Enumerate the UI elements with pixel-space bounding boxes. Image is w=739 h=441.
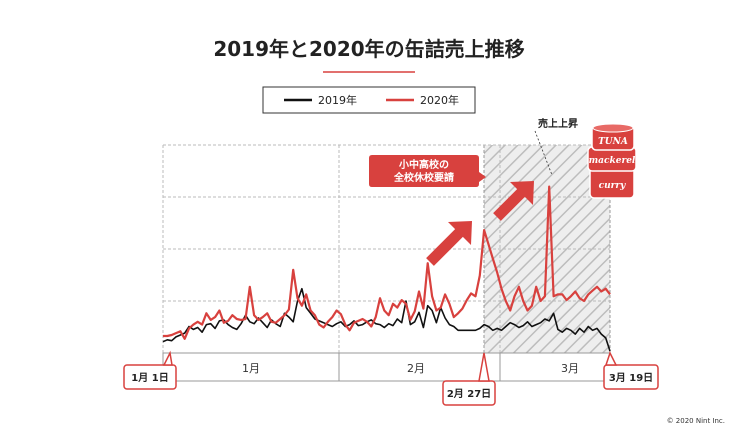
gridlines bbox=[162, 144, 610, 353]
upward-arrow-2 bbox=[493, 181, 534, 221]
start-date-pointer bbox=[162, 350, 173, 366]
end-date-marker: 3月 19日 bbox=[603, 351, 659, 390]
callout-line-2: 全校休校要請 bbox=[393, 171, 454, 184]
highlight-date-box bbox=[442, 380, 496, 406]
arrow-shaft bbox=[493, 188, 526, 221]
can-curry-label: curry bbox=[599, 181, 627, 191]
series-line-2019 bbox=[162, 287, 611, 352]
upward-arrow-1 bbox=[426, 221, 472, 266]
can-mackerel-label: mackerel bbox=[589, 156, 636, 166]
highlight-date-label: 2月 27日 bbox=[447, 388, 491, 400]
month-label-mar: 3月 bbox=[561, 362, 579, 375]
annotation-sales-up: 売上上昇 bbox=[538, 117, 578, 130]
can-tuna-label: TUNA bbox=[598, 137, 628, 147]
callout-box bbox=[369, 155, 486, 187]
start-date-box bbox=[123, 364, 177, 390]
legend-label-2020: 2020年 bbox=[420, 93, 459, 107]
start-date-marker: 1月 1日 bbox=[123, 350, 177, 390]
arrow-head bbox=[448, 221, 472, 245]
copyright: © 2020 Nint Inc. bbox=[667, 417, 725, 425]
month-label-jan: 1月 bbox=[242, 362, 260, 375]
end-date-label: 3月 19日 bbox=[609, 372, 653, 384]
month-label-feb: 2月 bbox=[407, 362, 425, 375]
highlight-date-marker: 2月 27日 bbox=[442, 352, 496, 406]
arrow-shaft bbox=[426, 228, 464, 266]
chart-title: 2019年と2020年の缶詰売上推移 bbox=[213, 37, 524, 61]
can-lid bbox=[592, 123, 634, 133]
series-line-2020 bbox=[163, 185, 611, 340]
start-date-label: 1月 1日 bbox=[131, 372, 168, 384]
legend: 2019年 2020年 bbox=[262, 86, 476, 114]
end-date-box bbox=[603, 364, 659, 390]
callout-line-1: 小中高校の bbox=[398, 158, 449, 171]
legend-label-2019: 2019年 bbox=[318, 93, 357, 107]
callout-school-closure: 小中高校の 全校休校要請 bbox=[369, 155, 486, 187]
arrow-head bbox=[510, 181, 534, 205]
legend-box bbox=[262, 86, 476, 114]
end-date-pointer bbox=[604, 351, 618, 366]
canned-food-illustration: curry mackerel TUNA bbox=[587, 123, 637, 199]
highlight-date-pointer bbox=[478, 352, 490, 382]
x-axis-band bbox=[162, 352, 611, 382]
